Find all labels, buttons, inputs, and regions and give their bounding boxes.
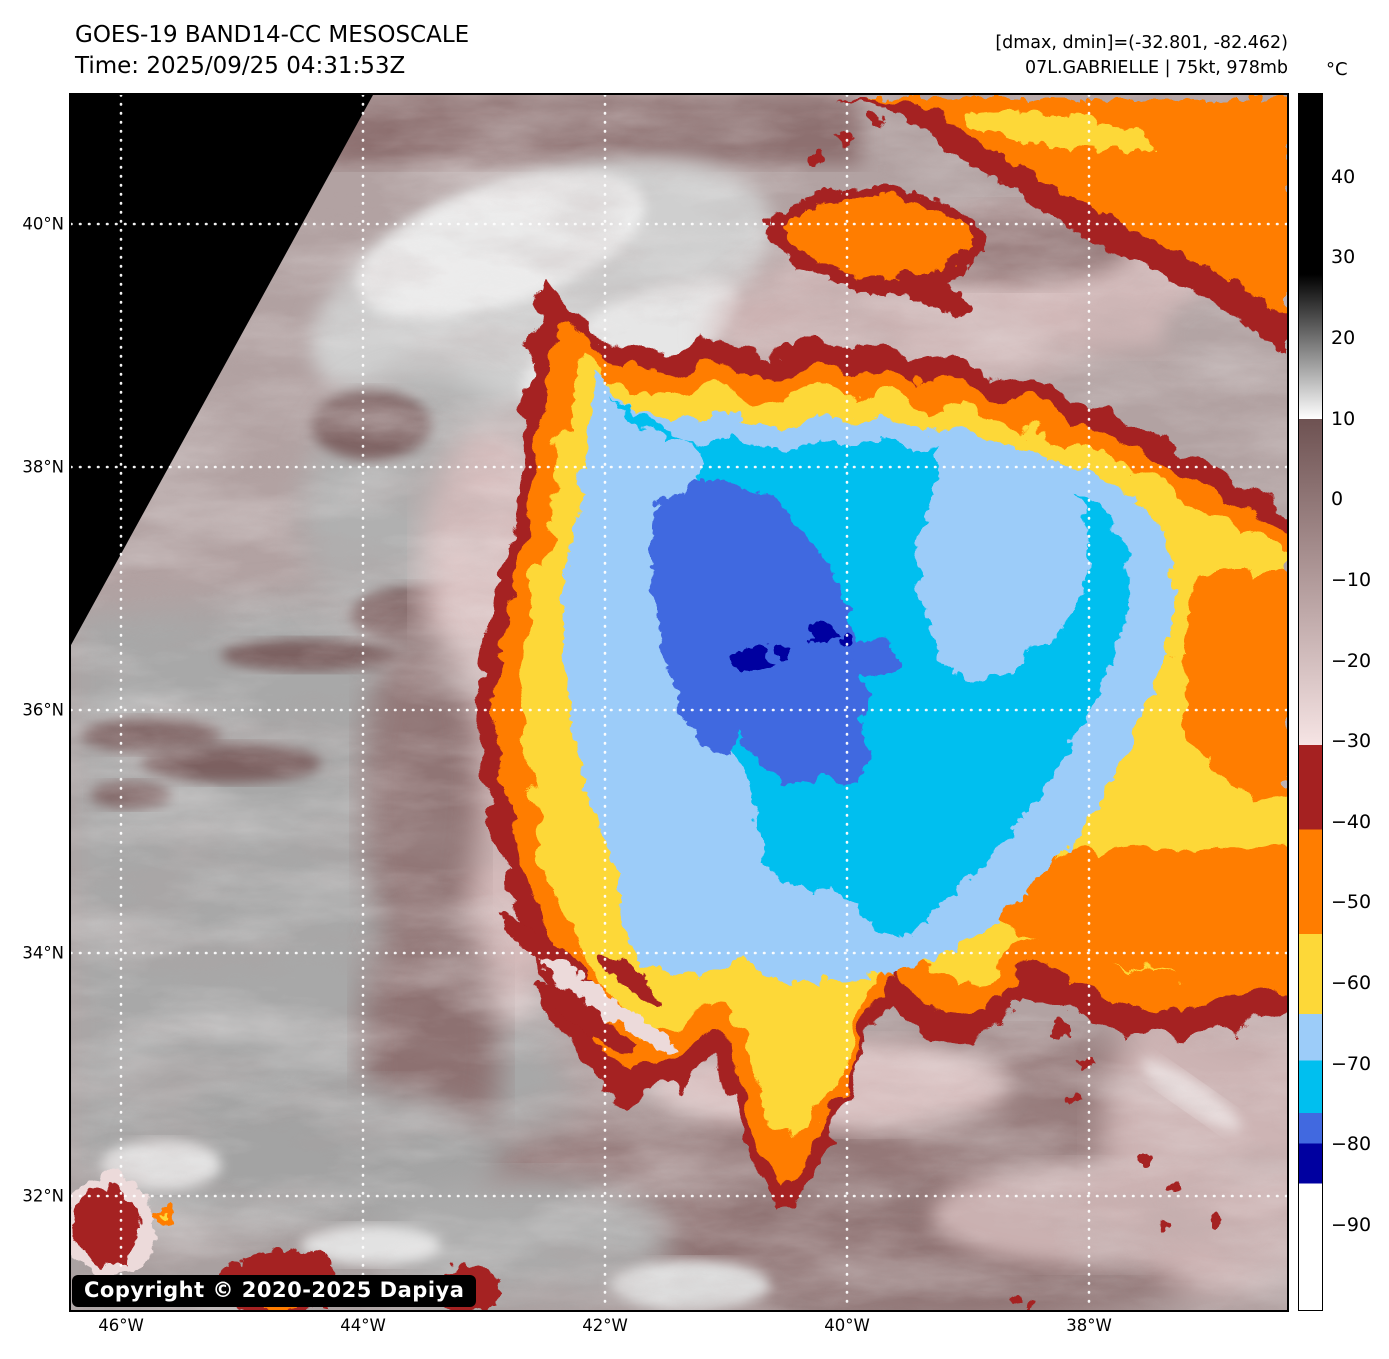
- lon-tick-label: 42°W: [582, 1316, 628, 1335]
- lat-tick-label: 32°N: [22, 1186, 64, 1206]
- satellite-image: [71, 95, 1287, 1310]
- colorbar-tick-labels: 40 30 20 10 0 −10 −20 −30 −40 −50 −60 −70 −80 −90: [1331, 93, 1381, 1311]
- dmax-dmin-readout: [dmax, dmin]=(-32.801, -82.462): [995, 33, 1288, 53]
- storm-core: [473, 277, 1287, 1203]
- colorbar-tick: 10: [1331, 407, 1356, 430]
- core-navy-specks: [727, 622, 851, 667]
- no-data-wedge: [71, 95, 373, 645]
- colorbar-tick: −40: [1331, 810, 1372, 833]
- lat-tick-label: 34°N: [22, 943, 64, 963]
- lon-tick-label: 40°W: [824, 1316, 870, 1335]
- colorbar-tick: −50: [1331, 891, 1372, 914]
- lon-tick-label: 46°W: [98, 1316, 144, 1335]
- longitude-axis: 46°W 44°W 42°W 40°W 38°W: [71, 1316, 1287, 1346]
- colorbar: [1298, 93, 1323, 1311]
- lon-tick-label: 38°W: [1066, 1316, 1112, 1335]
- colorbar-tick: −70: [1331, 1052, 1372, 1075]
- title-block: GOES-19 BAND14-CC MESOSCALE Time: 2025/0…: [75, 20, 469, 82]
- map-frame: Copyright © 2020-2025 Dapiya: [69, 93, 1289, 1312]
- colorbar-unit-label: °C: [1326, 59, 1348, 80]
- colorbar-tick: −10: [1331, 568, 1372, 591]
- lat-tick-label: 38°N: [22, 457, 64, 477]
- lat-tick-label: 40°N: [22, 214, 64, 234]
- latitude-axis: 40°N 38°N 36°N 34°N 32°N: [0, 95, 64, 1310]
- colorbar-tick: 20: [1331, 327, 1356, 350]
- north-convection: [761, 95, 1287, 353]
- copyright-badge: Copyright © 2020-2025 Dapiya: [72, 1275, 477, 1307]
- colorbar-tick: −80: [1331, 1133, 1372, 1156]
- colorbar-tick: −30: [1331, 730, 1372, 753]
- info-block: [dmax, dmin]=(-32.801, -82.462) 07L.GABR…: [995, 31, 1288, 81]
- storm-status-readout: 07L.GABRIELLE | 75kt, 978mb: [1024, 58, 1288, 78]
- lon-tick-label: 44°W: [340, 1316, 386, 1335]
- timestamp: Time: 2025/09/25 04:31:53Z: [75, 53, 406, 79]
- colorbar-tick: −60: [1331, 971, 1372, 994]
- colorbar-tick: 30: [1331, 246, 1356, 269]
- colorbar-tick: −90: [1331, 1213, 1372, 1236]
- colorbar-tick: 0: [1331, 488, 1344, 511]
- colorbar-tick: 40: [1331, 165, 1356, 188]
- lat-tick-label: 36°N: [22, 700, 64, 720]
- colorbar-tick: −20: [1331, 649, 1372, 672]
- page-title: GOES-19 BAND14-CC MESOSCALE: [75, 22, 470, 48]
